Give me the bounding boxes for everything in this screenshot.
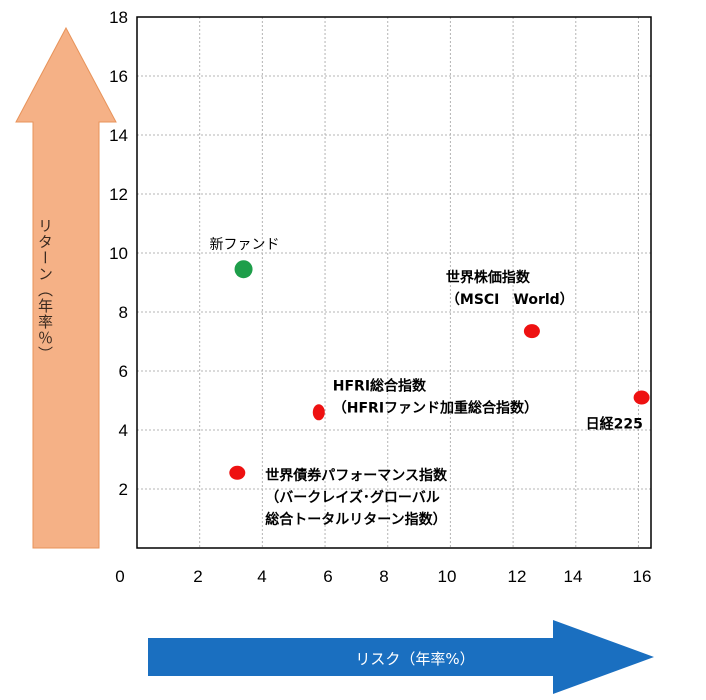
y-tick-label: 4: [119, 421, 128, 440]
data-point: [312, 404, 325, 421]
y-tick-labels: 2 4 6 8 10 12 14 16 18: [109, 8, 128, 499]
point-label: （バークレイズ･グローバル: [265, 489, 439, 506]
x-tick-label: 16: [633, 567, 652, 586]
y-tick-label: 16: [109, 67, 128, 86]
x-tick-label: 2: [193, 567, 202, 586]
data-point: [229, 465, 246, 480]
data-point: [234, 260, 253, 279]
x-axis-label: リスク（年率%）: [355, 650, 474, 668]
x-axis-arrow: [148, 620, 654, 694]
y-tick-label: 2: [119, 480, 128, 499]
point-label: 新ファンド: [210, 237, 280, 253]
point-label: 世界株価指数: [446, 269, 531, 286]
x-tick-label: 12: [508, 567, 527, 586]
data-point: [523, 324, 540, 339]
point-label: 日経225: [586, 416, 643, 433]
y-tick-label: 18: [109, 8, 128, 27]
y-tick-label: 10: [109, 244, 128, 263]
point-label: （HFRIファンド加重総合指数）: [333, 399, 538, 416]
y-tick-label: 12: [109, 185, 128, 204]
data-point: [633, 390, 650, 405]
x-tick-label: 14: [564, 567, 583, 586]
point-label: 世界債券パフォーマンス指数: [265, 467, 448, 484]
plot-frame: [136, 16, 652, 549]
x-tick-label: 8: [379, 567, 388, 586]
gridlines: [137, 17, 651, 548]
x-tick-label: 10: [438, 567, 457, 586]
point-label: HFRI総合指数: [333, 377, 427, 394]
y-tick-label: 14: [109, 126, 128, 145]
point-label: （MSCI World）: [446, 292, 574, 308]
y-axis-arrow: [15, 26, 117, 549]
x-tick-labels: 0 2 4 6 8 10 12 14 16: [115, 567, 651, 586]
x-tick-label: 6: [323, 567, 332, 586]
data-points: [229, 260, 650, 480]
y-tick-label: 8: [119, 303, 128, 322]
point-label: 総合トータルリターン指数）: [265, 511, 446, 528]
y-axis-label: リターン（年率％）: [36, 218, 54, 362]
y-tick-label: 6: [119, 362, 128, 381]
x-tick-label: 4: [257, 567, 266, 586]
x-tick-label: 0: [115, 567, 124, 586]
